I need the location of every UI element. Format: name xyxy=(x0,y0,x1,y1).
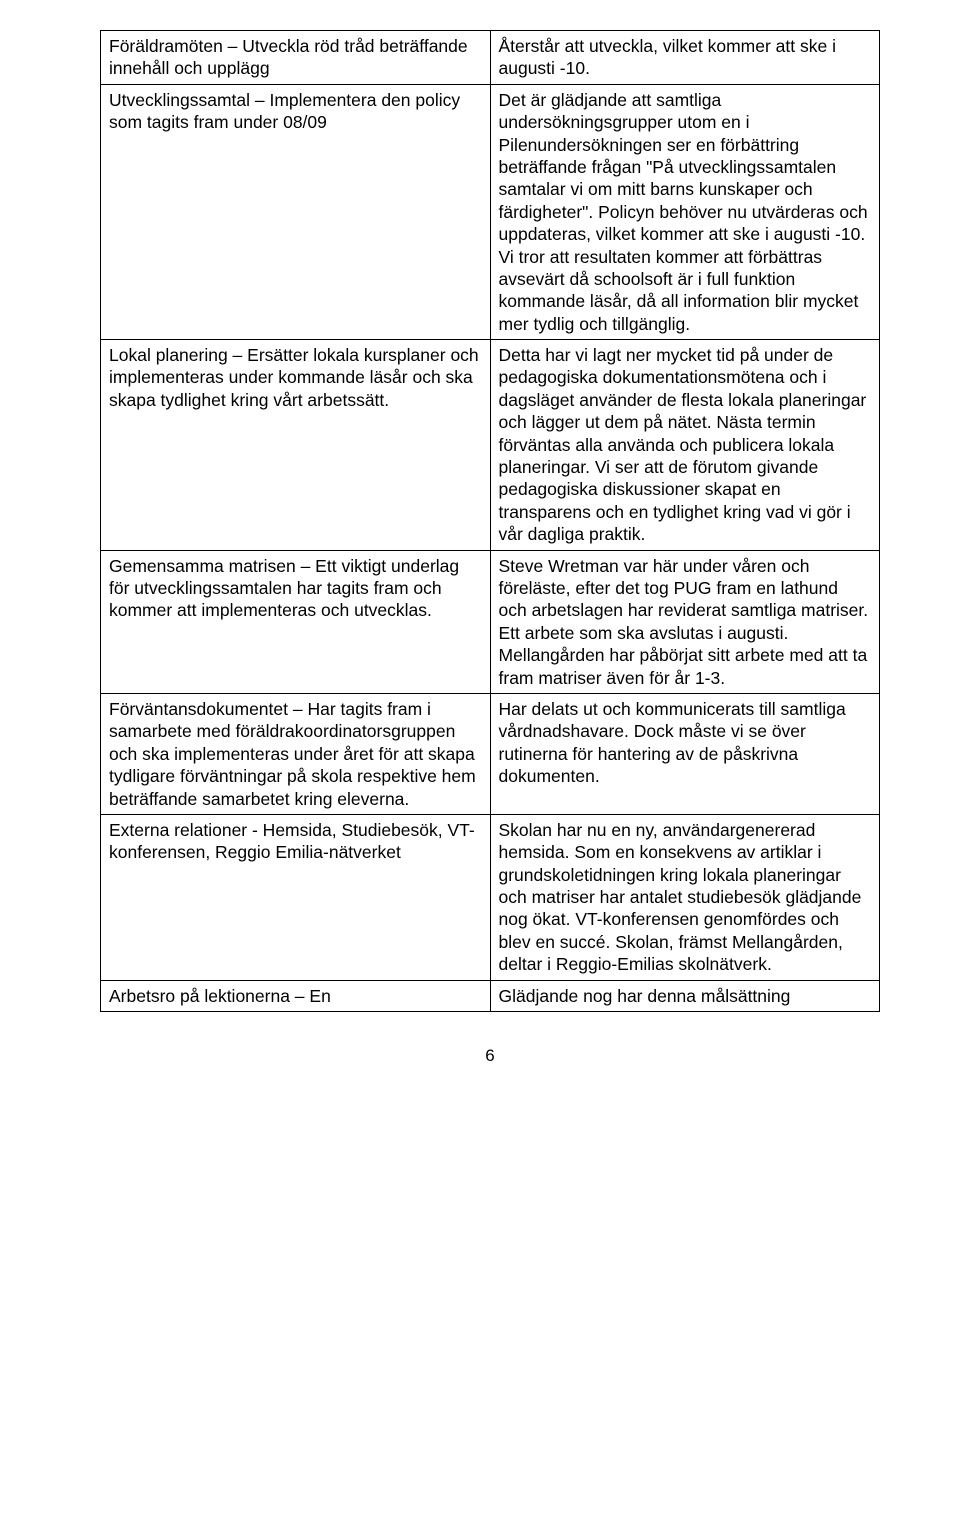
document-page: Föräldramöten – Utveckla röd tråd beträf… xyxy=(0,0,960,1106)
cell-left: Förväntansdokumentet – Har tagits fram i… xyxy=(101,693,491,814)
content-table: Föräldramöten – Utveckla röd tråd beträf… xyxy=(100,30,880,1012)
cell-left: Lokal planering – Ersätter lokala kurspl… xyxy=(101,340,491,551)
table-row: Arbetsro på lektionerna – En Glädjande n… xyxy=(101,980,880,1011)
table-row: Lokal planering – Ersätter lokala kurspl… xyxy=(101,340,880,551)
cell-left: Utvecklingssamtal – Implementera den pol… xyxy=(101,84,491,339)
cell-right: Detta har vi lagt ner mycket tid på unde… xyxy=(490,340,880,551)
cell-right: Glädjande nog har denna målsättning xyxy=(490,980,880,1011)
cell-left: Gemensamma matrisen – Ett viktigt underl… xyxy=(101,550,491,693)
cell-right: Det är glädjande att samtliga undersökni… xyxy=(490,84,880,339)
cell-left: Arbetsro på lektionerna – En xyxy=(101,980,491,1011)
table-row: Utvecklingssamtal – Implementera den pol… xyxy=(101,84,880,339)
cell-left: Föräldramöten – Utveckla röd tråd beträf… xyxy=(101,31,491,85)
table-row: Externa relationer - Hemsida, Studiebesö… xyxy=(101,814,880,980)
cell-right: Skolan har nu en ny, användargenererad h… xyxy=(490,814,880,980)
cell-left: Externa relationer - Hemsida, Studiebesö… xyxy=(101,814,491,980)
cell-right: Återstår att utveckla, vilket kommer att… xyxy=(490,31,880,85)
table-body: Föräldramöten – Utveckla röd tråd beträf… xyxy=(101,31,880,1012)
page-number: 6 xyxy=(100,1046,880,1066)
table-row: Föräldramöten – Utveckla röd tråd beträf… xyxy=(101,31,880,85)
table-row: Förväntansdokumentet – Har tagits fram i… xyxy=(101,693,880,814)
cell-right: Har delats ut och kommunicerats till sam… xyxy=(490,693,880,814)
table-row: Gemensamma matrisen – Ett viktigt underl… xyxy=(101,550,880,693)
cell-right: Steve Wretman var här under våren och fö… xyxy=(490,550,880,693)
